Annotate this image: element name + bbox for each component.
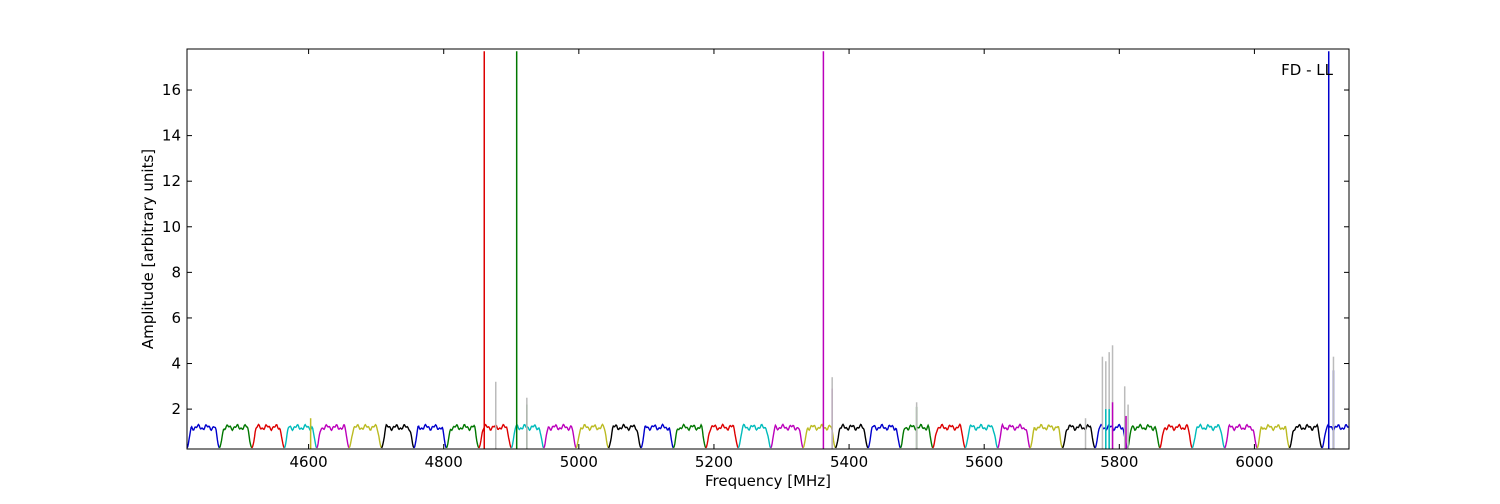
x-tick-label: 5000	[560, 453, 598, 471]
band-series-green	[672, 423, 707, 449]
band-series-olive	[1029, 423, 1064, 449]
band-series-olive	[348, 423, 383, 449]
band-series-magenta	[316, 423, 350, 449]
band-series-olive	[802, 423, 837, 449]
band-series-red	[251, 423, 285, 449]
band-series-black	[1288, 423, 1323, 449]
band-series-green	[445, 423, 480, 449]
band-series-olive	[1256, 423, 1291, 449]
y-tick-label: 4	[171, 355, 181, 373]
band-series-cyan	[964, 423, 999, 449]
y-tick-label: 14	[162, 127, 181, 145]
band-series-magenta	[1224, 423, 1258, 449]
x-tick-label: 5800	[1100, 453, 1138, 471]
band-series-black	[607, 423, 642, 449]
y-tick-label: 8	[171, 263, 181, 281]
band-series-blue	[1321, 423, 1350, 449]
spike-layer	[309, 51, 1335, 449]
y-tick-label: 10	[162, 218, 181, 236]
band-series-black	[1061, 423, 1096, 449]
chart-annotation: FD - LL	[1281, 61, 1333, 79]
band-series-magenta	[997, 422, 1031, 449]
band-series-red	[1159, 423, 1193, 449]
y-tick-label: 6	[171, 309, 181, 327]
x-tick-label: 5200	[695, 453, 733, 471]
band-series-cyan	[1191, 423, 1226, 449]
y-axis-label: Amplitude [arbitrary units]	[139, 149, 157, 349]
band-series-cyan	[283, 423, 318, 449]
band-series-blue	[413, 423, 447, 449]
y-axis-ticks: 2 4 6 8 10 12 14 16	[162, 81, 1349, 418]
band-series-green	[1126, 423, 1161, 449]
y-tick-label: 2	[171, 400, 181, 418]
band-series-magenta	[543, 423, 577, 449]
band-series-black	[834, 423, 869, 449]
x-axis-label: Frequency [MHz]	[705, 472, 831, 490]
band-series-blue	[186, 423, 221, 449]
y-tick-label: 16	[162, 81, 181, 99]
band-series-red	[705, 423, 739, 449]
band-series-magenta	[770, 423, 804, 449]
x-tick-label: 6000	[1235, 453, 1273, 471]
series-layer	[186, 422, 1350, 449]
x-tick-label: 4800	[425, 453, 463, 471]
x-tick-label: 5400	[830, 453, 868, 471]
x-axis-ticks: 4600 4800 5000 5200 5400 5600 5800 6000	[290, 49, 1274, 471]
band-series-black	[380, 423, 415, 449]
y-tick-label: 12	[162, 172, 181, 190]
band-series-cyan	[737, 423, 772, 449]
band-series-olive	[575, 423, 610, 449]
band-series-blue	[640, 423, 675, 449]
band-series-blue	[867, 423, 902, 449]
x-tick-label: 5600	[965, 453, 1003, 471]
band-series-blue	[1094, 423, 1129, 449]
plot-frame	[186, 48, 1350, 450]
x-tick-label: 4600	[290, 453, 328, 471]
band-series-green	[218, 423, 253, 449]
band-series-red	[932, 423, 966, 449]
